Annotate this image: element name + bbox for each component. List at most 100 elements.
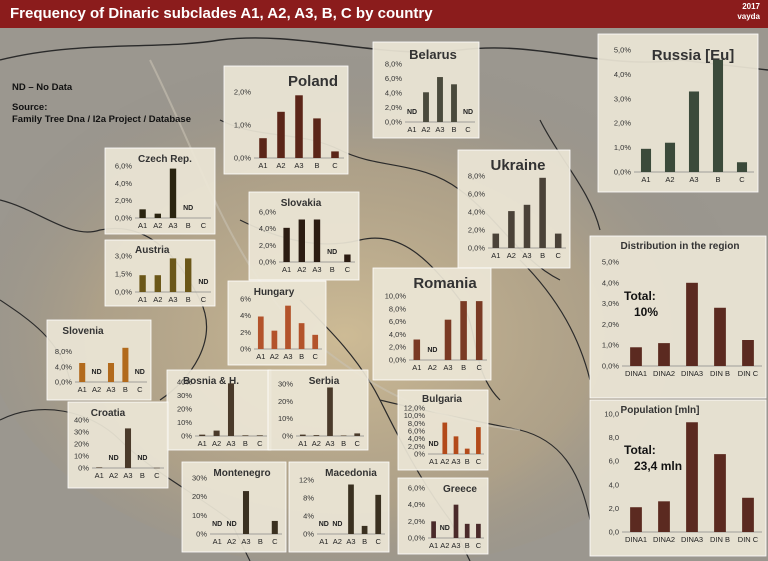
ytick-romania-5: 10,0% xyxy=(385,292,407,301)
xtick-croatia-0: A1 xyxy=(95,471,104,480)
ytick-montenegro-0: 0% xyxy=(196,530,207,539)
ytick-russia-4: 4,0% xyxy=(614,70,631,79)
xtick-bosnia-0: A1 xyxy=(198,439,207,448)
xtick-poland-4: C xyxy=(332,161,338,170)
ytick-russia-2: 2,0% xyxy=(614,119,631,128)
ytick-russia-3: 3,0% xyxy=(614,94,631,103)
xtick-belarus-3: B xyxy=(451,125,456,134)
ytick-ukraine-0: 0,0% xyxy=(468,244,485,253)
chart-title-austria: Austria xyxy=(135,245,170,256)
bar-macedonia-C xyxy=(375,494,382,534)
bar-distribution-DINA3 xyxy=(686,282,698,366)
bar-ukraine-B xyxy=(539,177,546,248)
xtick-ukraine-4: C xyxy=(555,251,561,260)
chart-bosnia: Bosnia & H. 0% 10% 20% 30% 40% A1 A2 A3 B C xyxy=(166,369,272,451)
xtick-czech-2: A3 xyxy=(168,221,177,230)
panel-montenegro xyxy=(181,461,287,553)
chart-title-russia: Russia [Eu] xyxy=(652,47,735,64)
xtick-slovakia-4: C xyxy=(345,265,351,274)
ytick-serbia-0: 0% xyxy=(282,432,293,441)
panel-hungary xyxy=(227,280,327,366)
chart-title-greece: Greece xyxy=(443,484,477,495)
ytick-greece-0: 0,0% xyxy=(408,534,425,543)
ytick-poland-0: 0,0% xyxy=(234,154,251,163)
chart-montenegro: Montenegro 0% 10% 20% 30% A1 ND A2 ND A3 B C xyxy=(181,461,287,553)
ytick-austria-2: 3,0% xyxy=(115,252,132,261)
bar-population-DINA3 xyxy=(686,422,698,532)
nd-label-czech-B: ND xyxy=(183,205,193,212)
annotation-population-1: 23,4 mln xyxy=(634,459,682,473)
xtick-macedonia-0: A1 xyxy=(319,537,328,546)
xtick-belarus-1: A2 xyxy=(421,125,430,134)
ytick-population-4: 8,0 xyxy=(609,433,619,442)
ytick-bosnia-1: 10% xyxy=(177,418,192,427)
bar-slovenia-B xyxy=(122,347,129,382)
nd-label-austria-C: ND xyxy=(198,279,208,286)
source-label: Source: xyxy=(12,102,48,113)
xtick-serbia-0: A1 xyxy=(298,439,307,448)
ytick-montenegro-1: 10% xyxy=(192,511,207,520)
title-bar: Frequency of Dinaric subclades A1, A2, A… xyxy=(0,0,768,28)
ytick-distribution-3: 3,0% xyxy=(602,299,619,308)
bar-bosnia-A1 xyxy=(199,434,206,436)
bar-population-DINA2 xyxy=(658,501,670,532)
chart-russia: Russia [Eu] 0,0% 1,0% 2,0% 3,0% 4,0% 5,0% A1 A2 A… xyxy=(597,33,759,193)
xtick-slovenia-2: A3 xyxy=(106,385,115,394)
bar-hungary-A1 xyxy=(257,316,264,349)
ytick-hungary-2: 4% xyxy=(240,311,251,320)
ytick-romania-3: 6,0% xyxy=(389,317,406,326)
xtick-austria-1: A2 xyxy=(153,295,162,304)
ytick-bulgaria-0: 0% xyxy=(414,450,425,459)
panel-czech xyxy=(104,147,216,235)
chart-austria: Austria 0,0% 1,5% 3,0% A1 A2 A3 B C ND xyxy=(104,239,216,307)
chart-title-slovakia: Slovakia xyxy=(281,198,322,209)
bar-hungary-C xyxy=(312,334,319,349)
chart-ukraine: Ukraine 0,0% 2,0% 4,0% 6,0% 8,0% A1 A2 A3 B C xyxy=(457,149,571,269)
chart-romania: Romania 0,0% 2,0% 4,0% 6,0% 8,0% 10,0% A1 A2 ND A3… xyxy=(372,267,492,381)
bar-slovenia-A3 xyxy=(107,363,115,382)
ytick-distribution-4: 4,0% xyxy=(602,278,619,287)
nd-label-macedonia-A2: ND xyxy=(332,521,342,528)
ytick-czech-2: 4,0% xyxy=(115,179,132,188)
xtick-slovakia-0: A1 xyxy=(282,265,291,274)
bar-belarus-A3 xyxy=(437,77,443,122)
bar-macedonia-B xyxy=(361,525,368,534)
chart-greece: Greece 0,0% 2,0% 4,0% 6,0% A1 A2 ND A3 B C xyxy=(397,477,489,555)
nd-label-slovenia-A2: ND xyxy=(92,369,102,376)
xtick-czech-3: B xyxy=(186,221,191,230)
chart-czech: Czech Rep. 0,0% 2,0% 4,0% 6,0% A1 A2 A3 B ND C xyxy=(104,147,216,235)
ytick-distribution-0: 0,0% xyxy=(602,362,619,371)
ytick-bosnia-0: 0% xyxy=(181,432,192,441)
ytick-slovakia-0: 0,0% xyxy=(259,258,276,267)
xtick-romania-4: C xyxy=(476,363,482,372)
panel-croatia xyxy=(67,401,169,489)
logo: 2017 vayda xyxy=(737,2,760,22)
bar-ukraine-A2 xyxy=(508,211,515,248)
ytick-austria-0: 0,0% xyxy=(115,288,132,297)
chart-title-slovenia: Slovenia xyxy=(62,326,104,337)
chart-title-belarus: Belarus xyxy=(409,47,457,62)
bar-population-DINA1 xyxy=(630,507,642,532)
ytick-bosnia-2: 20% xyxy=(177,405,192,414)
ytick-slovakia-2: 4,0% xyxy=(259,224,276,233)
xtick-slovakia-1: A2 xyxy=(297,265,306,274)
xtick-hungary-2: A3 xyxy=(283,352,292,361)
ytick-bulgaria-5: 10,0% xyxy=(404,411,426,420)
xtick-belarus-0: A1 xyxy=(407,125,416,134)
ytick-serbia-2: 20% xyxy=(278,397,293,406)
source-text: Family Tree Dna / I2a Project / Database xyxy=(12,114,191,125)
xtick-montenegro-3: B xyxy=(258,537,263,546)
ytick-slovenia-0: 0,0% xyxy=(55,378,72,387)
ytick-ukraine-4: 8,0% xyxy=(468,172,485,181)
chart-bulgaria: Bulgaria 0%2,0%4,0%6,0%8,0%10,0%12,0% A1 ND… xyxy=(397,389,489,471)
nd-label-macedonia-A1: ND xyxy=(319,521,329,528)
xtick-macedonia-4: C xyxy=(375,537,381,546)
xtick-greece-1: A2 xyxy=(440,541,449,550)
bar-distribution-DIN B xyxy=(714,307,726,366)
bar-distribution-DINA1 xyxy=(630,347,642,366)
chart-title-serbia: Serbia xyxy=(309,376,340,387)
bar-bulgaria-B xyxy=(464,448,470,454)
xtick-russia-2: A3 xyxy=(689,175,698,184)
panel-distribution xyxy=(589,235,767,399)
ytick-serbia-1: 10% xyxy=(278,414,293,423)
